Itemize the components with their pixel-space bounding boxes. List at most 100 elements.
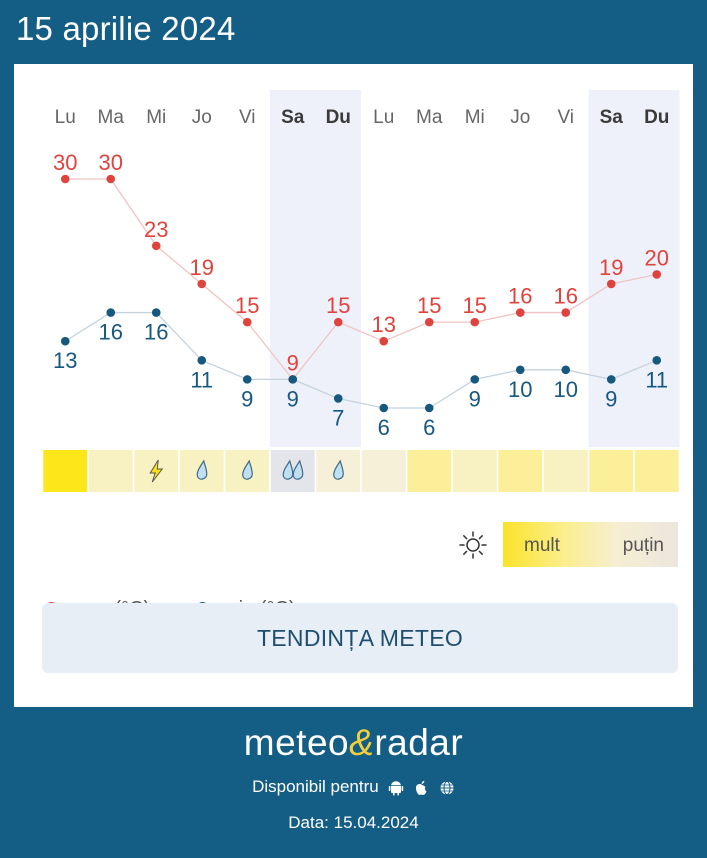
min-value-label: 7 <box>332 405 344 430</box>
thunder-icon <box>149 459 164 483</box>
max-point <box>60 174 70 184</box>
rain-drop-icon <box>333 459 344 480</box>
max-value-label: 15 <box>417 293 441 318</box>
max-point <box>424 317 434 327</box>
weather-trend-button[interactable]: TENDINȚA METEO <box>42 603 678 673</box>
min-value-label: 13 <box>53 348 77 373</box>
day-label: Du <box>644 107 669 128</box>
max-value-label: 16 <box>508 284 532 309</box>
sunshine-high-label: mult <box>524 535 560 556</box>
sunshine-low-label: puțin <box>622 535 664 556</box>
android-icon[interactable] <box>388 780 404 796</box>
weekend-column <box>634 90 680 447</box>
min-point <box>242 375 252 384</box>
min-value-label: 10 <box>554 377 578 402</box>
brand-logo: meteo&radar <box>0 722 707 764</box>
min-value-label: 6 <box>378 415 390 440</box>
day-label: Lu <box>55 107 76 128</box>
day-label: Mi <box>146 107 166 128</box>
max-value-label: 19 <box>599 255 623 280</box>
min-point <box>379 403 389 413</box>
min-point <box>561 365 571 375</box>
day-label: Sa <box>281 107 305 128</box>
min-value-label: 6 <box>423 415 435 440</box>
max-value-label: 19 <box>190 255 214 280</box>
day-label: Lu <box>373 107 394 128</box>
day-label: Jo <box>192 107 212 128</box>
day-label: Du <box>326 107 351 128</box>
day-label: Jo <box>510 107 530 128</box>
day-label: Sa <box>600 107 624 128</box>
min-point <box>424 403 434 413</box>
max-point <box>197 279 207 289</box>
min-point <box>470 375 480 384</box>
max-point <box>379 336 389 346</box>
day-label: Vi <box>557 107 574 128</box>
max-point <box>333 317 343 327</box>
min-value-label: 9 <box>287 386 299 411</box>
min-value-label: 16 <box>144 320 168 345</box>
day-label: Ma <box>416 107 443 128</box>
day-label: Vi <box>239 107 256 128</box>
sunshine-cell <box>361 450 406 492</box>
weekend-column <box>588 90 634 447</box>
rain-drop-icon <box>196 459 208 480</box>
min-point <box>606 375 616 384</box>
min-line <box>64 311 658 409</box>
min-point <box>106 308 116 317</box>
max-point <box>515 308 525 317</box>
max-value-label: 30 <box>53 150 77 175</box>
min-point <box>197 355 207 365</box>
footer-date: Data: 15.04.2024 <box>288 813 419 832</box>
min-value-label: 16 <box>99 320 123 345</box>
max-value-label: 15 <box>235 293 259 318</box>
sunshine-cell <box>543 450 588 492</box>
sunshine-cell <box>634 450 679 492</box>
min-point <box>515 365 525 375</box>
sunshine-cell <box>407 450 452 492</box>
max-value-label: 23 <box>144 217 168 242</box>
min-value-label: 10 <box>508 377 532 402</box>
weekend-column <box>270 90 316 447</box>
max-point <box>151 241 161 251</box>
sun-icon <box>459 531 487 559</box>
page-title: 15 aprilie 2024 <box>16 10 236 47</box>
forecast-card: Lu Ma Mi Jo Vi Sa Du Lu Ma Mi Jo Vi Sa Du 30 30 23 19 15 9 1… <box>14 64 693 707</box>
max-value-label: 13 <box>372 312 396 337</box>
max-line <box>65 178 657 381</box>
day-label: Ma <box>98 107 125 128</box>
sunshine-scale: mult puțin <box>503 522 678 567</box>
apple-icon[interactable] <box>414 780 429 796</box>
min-point <box>151 308 161 317</box>
sunshine-cell <box>43 450 88 492</box>
max-value-label: 16 <box>554 284 578 309</box>
globe-icon[interactable] <box>439 780 455 796</box>
min-point <box>333 394 343 403</box>
availability: Disponibil pentru <box>0 777 707 797</box>
max-point <box>652 270 662 279</box>
min-point <box>60 336 70 346</box>
max-value-label: 15 <box>326 293 350 318</box>
max-value-label: 15 <box>463 293 487 318</box>
max-value-label: 9 <box>287 350 299 375</box>
temperature-chart: Lu Ma Mi Jo Vi Sa Du Lu Ma Mi Jo Vi Sa Du 30 30 23 19 15 9 1… <box>43 90 680 492</box>
max-value-label: 20 <box>645 245 669 270</box>
min-value-label: 9 <box>469 386 481 411</box>
heavy-rain-icon <box>292 459 304 480</box>
max-point <box>470 317 480 327</box>
weekend-column <box>315 90 361 447</box>
heavy-rain-icon <box>282 459 294 480</box>
sunshine-cell <box>452 450 497 492</box>
logo-amp: & <box>349 722 375 763</box>
min-value-label: 9 <box>605 386 617 411</box>
min-value-label: 9 <box>241 386 253 411</box>
day-label: Mi <box>465 107 485 128</box>
max-point <box>106 174 116 184</box>
sunshine-cell <box>88 450 133 492</box>
max-point <box>606 279 616 289</box>
max-point <box>561 308 571 317</box>
min-value-label: 11 <box>190 367 213 392</box>
min-point <box>288 375 298 384</box>
min-value-label: 11 <box>645 367 668 392</box>
max-value-label: 30 <box>99 150 123 175</box>
